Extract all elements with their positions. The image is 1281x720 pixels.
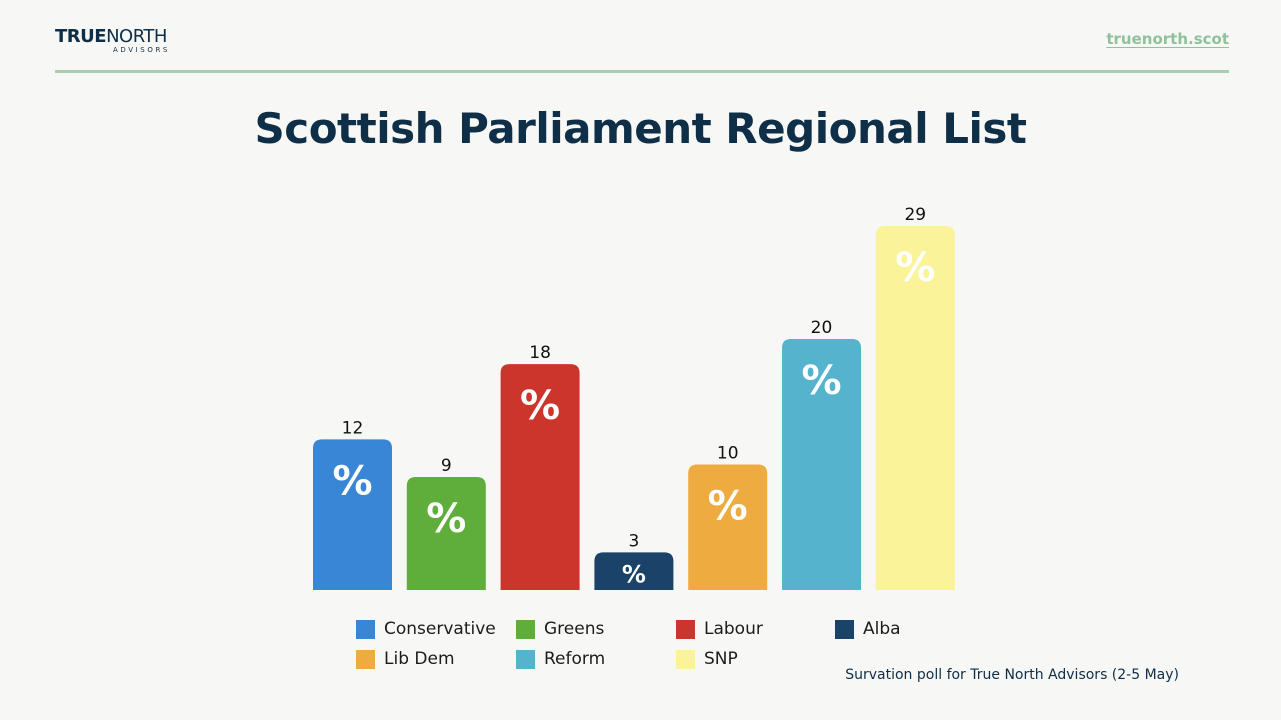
- legend-label: Conservative: [384, 619, 496, 639]
- bar-value-label: 9: [441, 456, 452, 476]
- legend-label: Alba: [863, 619, 901, 639]
- legend-swatch: [516, 619, 535, 639]
- bar-group-reform: 20%: [782, 318, 861, 590]
- bar-percent-sign: %: [520, 383, 560, 429]
- bar-value-label: 10: [717, 444, 739, 464]
- logo-subtitle: ADVISORS: [113, 46, 170, 54]
- legend-swatch: [676, 649, 695, 669]
- bar-conservative: [313, 439, 392, 590]
- legend-swatch: [356, 619, 375, 639]
- bar-snp: [875, 226, 955, 591]
- bar-group-conservative: 12%: [313, 418, 392, 590]
- legend-swatch: [835, 619, 854, 639]
- logo-wordmark: TRUENORTH: [55, 26, 167, 47]
- chart-legend: Conservative Greens Labour Alba Lib Dem Refor…: [356, 618, 956, 678]
- bar-lib-dem: [688, 464, 768, 590]
- bar-reform: [782, 339, 861, 590]
- legend-swatch: [516, 649, 535, 669]
- bar-value-label: 3: [628, 531, 639, 551]
- bar-group-greens: 9%: [406, 456, 486, 590]
- bar-value-label: 18: [529, 343, 551, 363]
- legend-swatch: [356, 649, 375, 669]
- legend-swatch: [676, 619, 695, 639]
- bar-chart: 12% 9%18%3%10%20%29%: [313, 205, 955, 591]
- header-divider: [55, 70, 1229, 73]
- bar-percent-sign: %: [332, 458, 372, 504]
- legend-item-reform: Reform: [516, 649, 605, 669]
- bar-labour: [500, 364, 580, 590]
- legend-label: SNP: [704, 649, 738, 669]
- legend-item-conservative: Conservative: [356, 619, 496, 639]
- true-north-logo: TRUENORTH ADVISORS: [55, 26, 185, 55]
- bar-percent-sign: %: [895, 245, 935, 291]
- bar-greens: [406, 477, 486, 590]
- chart-title: Scottish Parliament Regional List: [254, 104, 1027, 153]
- legend-item-snp: SNP: [676, 649, 738, 669]
- legend-item-greens: Greens: [516, 619, 604, 639]
- bar-group-labour: 18%: [500, 343, 580, 590]
- bar-value-label: 12: [342, 418, 364, 438]
- bar-group-alba: 3%: [594, 531, 674, 590]
- legend-label: Reform: [544, 649, 606, 669]
- bar-percent-sign: %: [801, 358, 841, 404]
- bar-value-label: 29: [904, 205, 926, 225]
- bar-percent-sign: %: [622, 560, 646, 588]
- legend-item-labour: Labour: [676, 619, 763, 639]
- legend-label: Lib Dem: [384, 649, 455, 669]
- legend-item-lib-dem: Lib Dem: [356, 649, 455, 669]
- bar-percent-sign: %: [708, 484, 748, 530]
- legend-label: Labour: [704, 619, 763, 639]
- source-note: Survation poll for True North Advisors (…: [845, 667, 1179, 683]
- legend-label: Greens: [544, 619, 605, 639]
- bar-value-label: 20: [811, 318, 833, 338]
- bar-percent-sign: %: [426, 496, 466, 542]
- site-link[interactable]: truenorth.scot: [1106, 30, 1229, 48]
- bar-alba: [594, 552, 674, 590]
- bar-group-snp: 29%: [875, 205, 955, 591]
- bar-group-lib-dem: 10%: [688, 444, 768, 590]
- legend-item-alba: Alba: [835, 619, 901, 639]
